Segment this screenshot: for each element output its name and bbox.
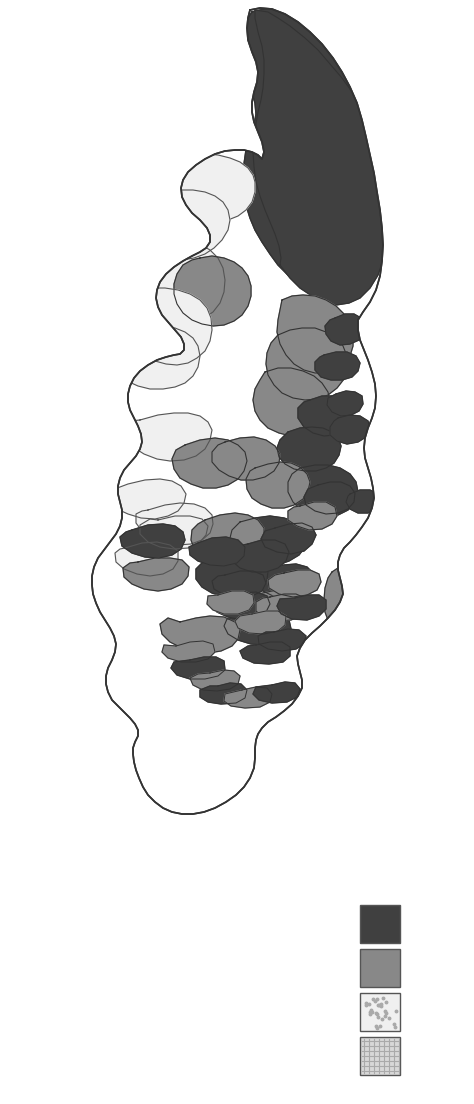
Polygon shape: [277, 427, 341, 471]
Polygon shape: [266, 328, 347, 400]
Polygon shape: [190, 670, 240, 691]
Polygon shape: [212, 571, 266, 598]
Polygon shape: [115, 542, 178, 576]
Polygon shape: [240, 643, 290, 664]
Polygon shape: [123, 190, 230, 261]
Polygon shape: [235, 611, 286, 634]
Polygon shape: [124, 413, 212, 461]
Polygon shape: [123, 558, 189, 591]
Polygon shape: [224, 613, 291, 645]
Polygon shape: [330, 415, 370, 444]
Polygon shape: [327, 391, 363, 416]
Bar: [360, 992, 400, 1031]
Polygon shape: [246, 461, 310, 508]
Polygon shape: [160, 616, 240, 652]
Polygon shape: [250, 590, 302, 619]
Polygon shape: [172, 438, 247, 488]
Polygon shape: [196, 556, 268, 597]
Polygon shape: [253, 10, 385, 305]
Polygon shape: [288, 502, 337, 530]
Polygon shape: [253, 682, 300, 703]
Polygon shape: [277, 295, 353, 373]
Polygon shape: [258, 564, 314, 598]
Polygon shape: [191, 513, 264, 560]
Bar: [360, 1037, 400, 1075]
Polygon shape: [325, 314, 365, 344]
Polygon shape: [230, 516, 307, 565]
Polygon shape: [288, 465, 358, 517]
Polygon shape: [258, 629, 306, 651]
Polygon shape: [268, 570, 321, 597]
Polygon shape: [224, 687, 272, 708]
Polygon shape: [100, 238, 225, 323]
Polygon shape: [256, 594, 307, 620]
Polygon shape: [213, 592, 270, 620]
Polygon shape: [138, 153, 255, 222]
Polygon shape: [346, 490, 380, 513]
Polygon shape: [304, 482, 355, 514]
Polygon shape: [105, 479, 186, 519]
Polygon shape: [232, 540, 289, 572]
Polygon shape: [253, 368, 330, 436]
Bar: [360, 905, 400, 943]
Polygon shape: [324, 567, 349, 622]
Polygon shape: [212, 437, 280, 480]
Polygon shape: [298, 396, 352, 436]
Polygon shape: [261, 523, 316, 554]
Polygon shape: [162, 641, 215, 662]
Polygon shape: [189, 537, 245, 566]
Polygon shape: [116, 288, 212, 365]
Polygon shape: [120, 524, 185, 558]
Polygon shape: [110, 326, 200, 389]
Polygon shape: [174, 256, 251, 326]
Polygon shape: [171, 657, 225, 679]
Polygon shape: [136, 503, 213, 545]
Polygon shape: [200, 683, 247, 704]
Polygon shape: [315, 352, 360, 380]
Bar: [360, 949, 400, 987]
Polygon shape: [350, 604, 397, 658]
Polygon shape: [140, 516, 208, 549]
Polygon shape: [240, 8, 383, 304]
Polygon shape: [277, 595, 326, 620]
Polygon shape: [207, 591, 254, 614]
